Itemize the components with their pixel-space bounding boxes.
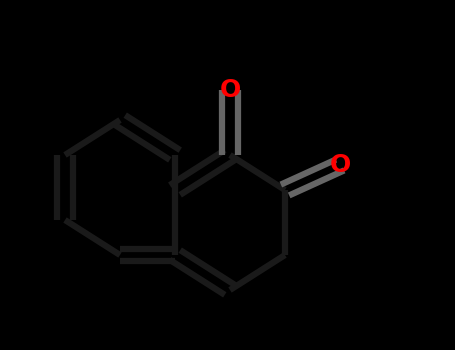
Text: O: O [329, 153, 351, 177]
Text: O: O [219, 78, 241, 102]
